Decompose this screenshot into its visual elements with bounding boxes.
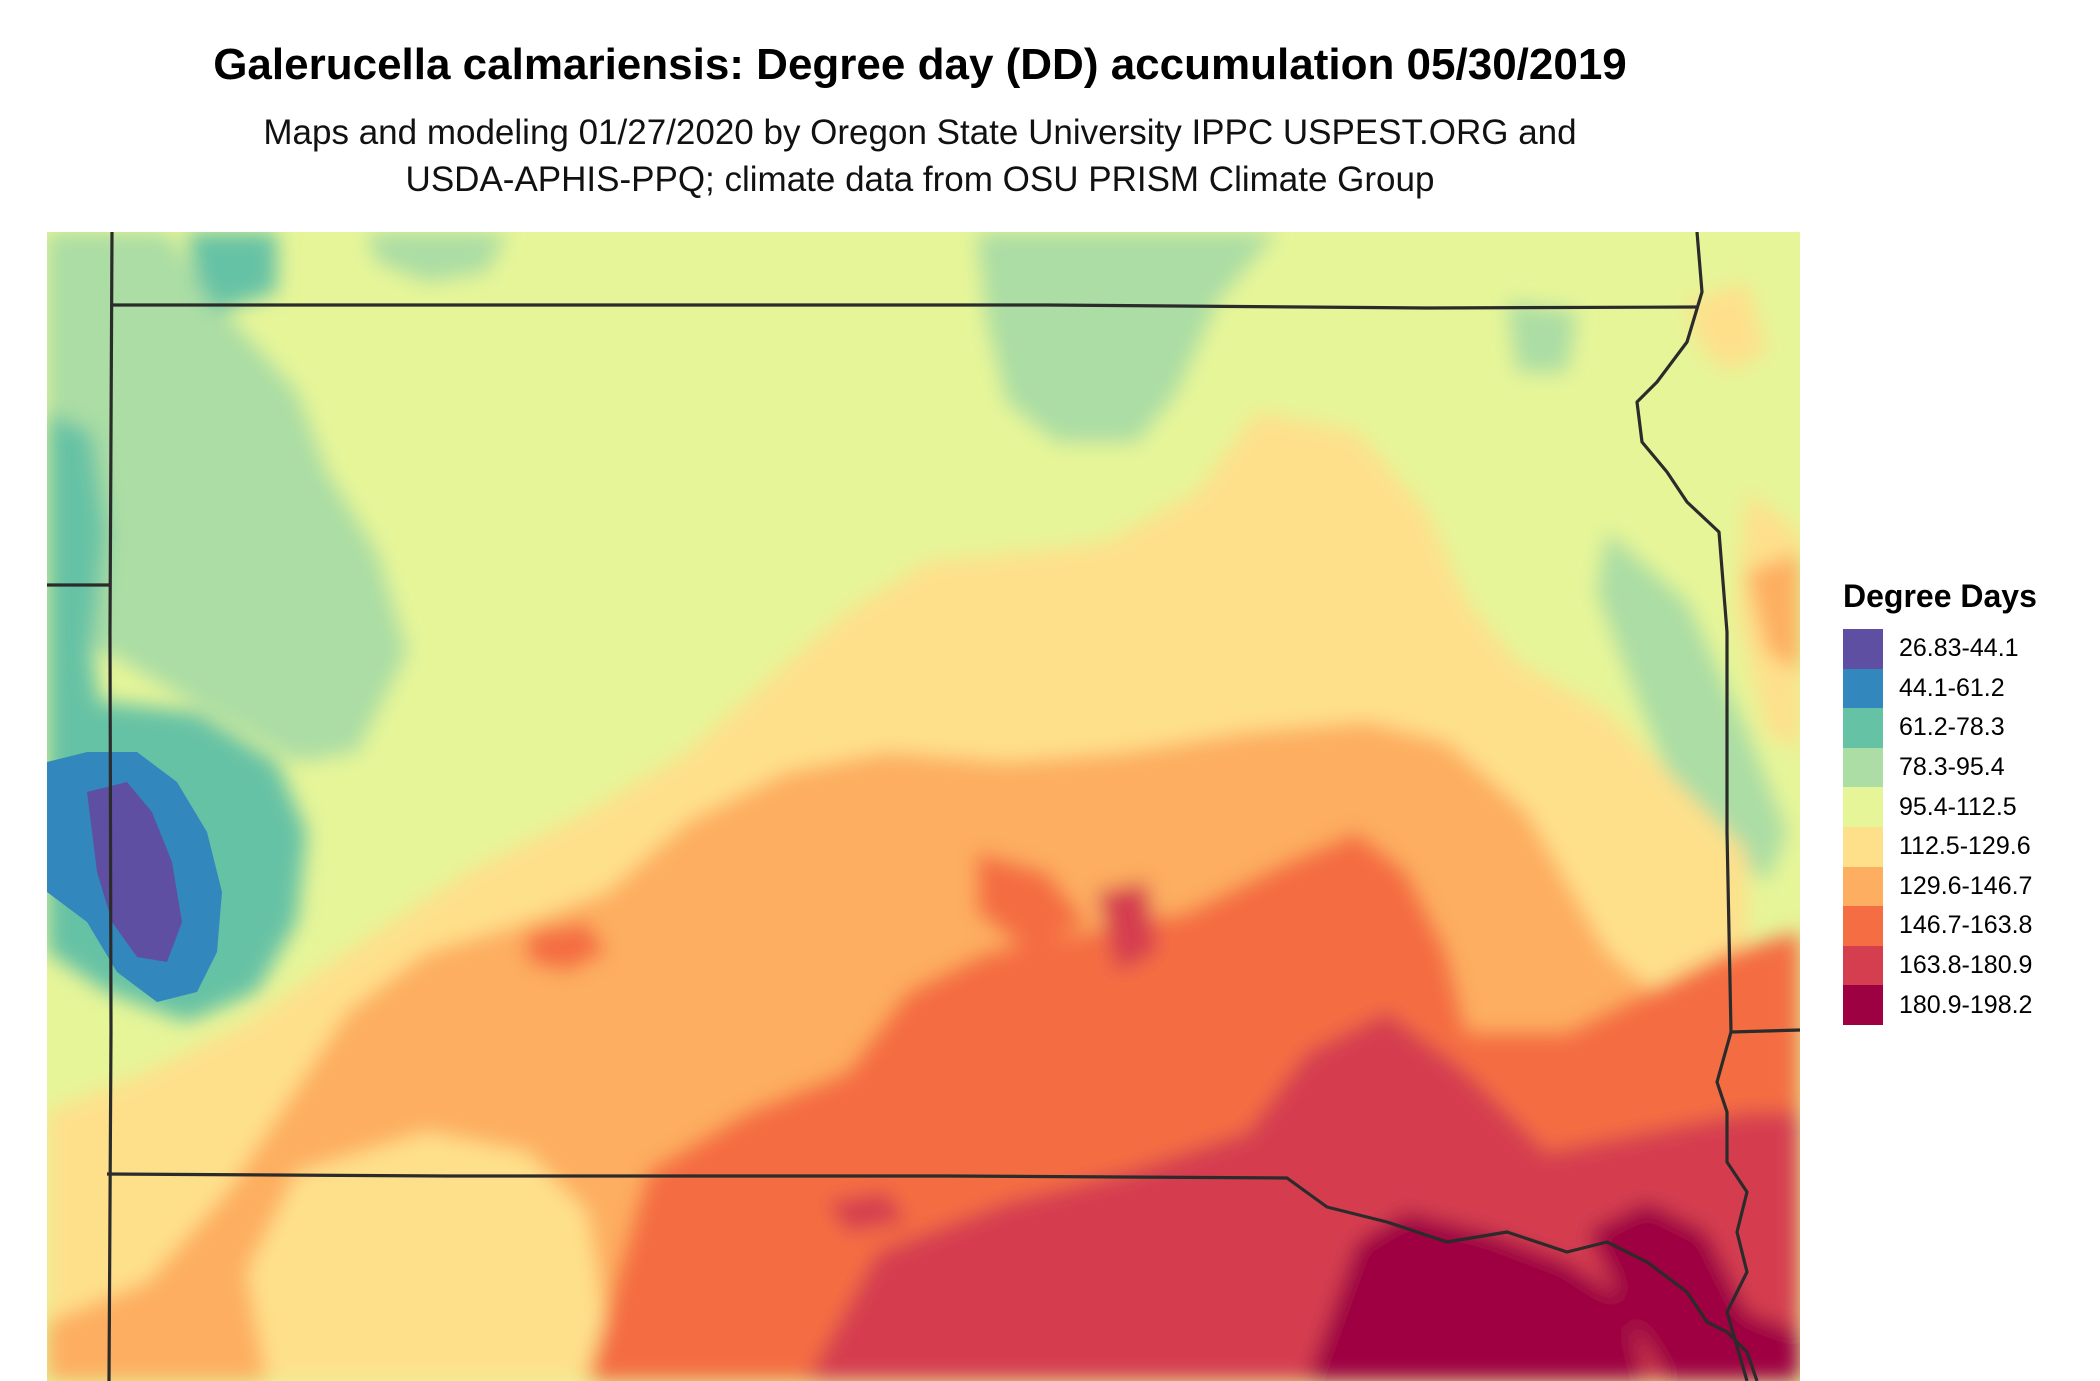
legend-title: Degree Days	[1843, 578, 2037, 614]
legend-label: 26.83-44.1	[1899, 634, 2019, 663]
legend-item: 129.6-146.7	[1843, 866, 2037, 907]
legend-item: 44.1-61.2	[1843, 668, 2037, 709]
legend-swatch	[1843, 906, 1883, 946]
state-border-south	[106, 1172, 1759, 1381]
map-subtitle-line-2: USDA-APHIS-PPQ; climate data from OSU PR…	[405, 160, 1435, 199]
legend-item: 112.5-129.6	[1843, 826, 2037, 867]
zone-112-129-south-pocket	[247, 1132, 607, 1381]
legend-label: 163.8-180.9	[1899, 951, 2033, 980]
legend-label: 78.3-95.4	[1899, 753, 2005, 782]
zone-146-163-central	[977, 852, 1087, 952]
legend-label: 146.7-163.8	[1899, 911, 2033, 940]
zone-78-95-northwest	[47, 232, 407, 762]
zone-78-95-north-central	[367, 232, 507, 282]
legend-label: 44.1-61.2	[1899, 673, 2005, 702]
state-border-north	[112, 303, 1698, 310]
zone-180-198-southeast-b	[1587, 1202, 1800, 1381]
legend-item: 146.7-163.8	[1843, 906, 2037, 946]
legend-swatch	[1843, 668, 1883, 709]
state-border-big-sioux	[1715, 1031, 1749, 1381]
legend-item: 163.8-180.9	[1843, 945, 2037, 986]
legend-label: 112.5-129.6	[1899, 832, 2031, 861]
legend-swatch	[1843, 629, 1883, 669]
legend-swatch	[1843, 708, 1883, 748]
legend-swatch	[1843, 826, 1883, 867]
zone-78-95-east-upper	[1507, 302, 1577, 372]
zone-129-146-east	[1747, 552, 1800, 672]
legend-item: 61.2-78.3	[1843, 708, 2037, 748]
legend-item: 95.4-112.5	[1843, 787, 2037, 827]
legend-label: 129.6-146.7	[1899, 871, 2033, 900]
legend-swatch	[1843, 866, 1883, 907]
legend-swatch	[1843, 747, 1883, 788]
zone-78-95-north-central-east	[977, 232, 1277, 442]
legend-swatch	[1843, 787, 1883, 827]
state-border-iowa-minnesota	[1730, 1028, 1800, 1034]
legend-label: 95.4-112.5	[1899, 792, 2017, 821]
degree-day-map	[47, 232, 1800, 1381]
legend: Degree Days 26.83-44.1 44.1-61.2 61.2-78…	[1843, 578, 2037, 1025]
zone-163-180-central	[1097, 882, 1157, 972]
legend-item: 180.9-198.2	[1843, 985, 2037, 1025]
map-subtitle-line-1: Maps and modeling 01/27/2020 by Oregon S…	[263, 113, 1577, 152]
state-border-west	[107, 232, 114, 1381]
zone-180-198-southeast-a	[1307, 1212, 1647, 1381]
zone-112-129-east	[1687, 282, 1767, 372]
legend-swatch	[1843, 985, 1883, 1025]
map-title: Galerucella calmariensis: Degree day (DD…	[213, 40, 1627, 89]
legend-item: 78.3-95.4	[1843, 747, 2037, 788]
zone-146-163-west	[527, 922, 607, 972]
legend-label: 180.9-198.2	[1899, 990, 2033, 1019]
zone-78-95-east-band	[1597, 532, 1787, 882]
zone-61-78-north-west	[187, 232, 277, 312]
legend-item: 26.83-44.1	[1843, 629, 2037, 669]
legend-label: 61.2-78.3	[1899, 713, 2005, 742]
legend-swatch	[1843, 945, 1883, 986]
state-borders	[47, 232, 1800, 1381]
state-border-east	[1635, 232, 1733, 1033]
zone-163-180-southwest	[827, 1192, 907, 1232]
